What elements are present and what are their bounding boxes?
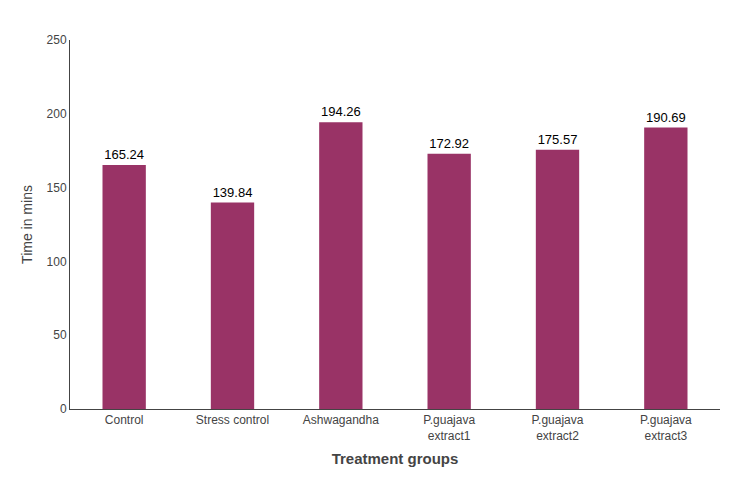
svg-text:P.guajavaextract2: P.guajavaextract2 xyxy=(532,413,584,443)
svg-text:150: 150 xyxy=(47,181,67,195)
svg-text:190.69: 190.69 xyxy=(646,110,686,125)
svg-text:139.84: 139.84 xyxy=(213,185,253,200)
svg-text:250: 250 xyxy=(47,33,67,47)
svg-text:P.guajavaextract3: P.guajavaextract3 xyxy=(640,413,692,443)
svg-text:P.guajavaextract1: P.guajavaextract1 xyxy=(423,413,475,443)
svg-text:175.57: 175.57 xyxy=(538,132,578,147)
svg-text:Time in mins: Time in mins xyxy=(19,185,35,264)
svg-text:Treatment groups: Treatment groups xyxy=(332,450,459,467)
svg-text:Ashwagandha: Ashwagandha xyxy=(303,413,379,427)
svg-text:200: 200 xyxy=(47,107,67,121)
svg-text:100: 100 xyxy=(47,255,67,269)
svg-text:165.24: 165.24 xyxy=(104,147,144,162)
svg-text:0: 0 xyxy=(60,402,67,416)
svg-text:194.26: 194.26 xyxy=(321,104,361,119)
svg-text:50: 50 xyxy=(53,328,67,342)
svg-text:Control: Control xyxy=(105,413,144,427)
svg-text:Stress control: Stress control xyxy=(196,413,269,427)
svg-text:172.92: 172.92 xyxy=(429,136,469,151)
